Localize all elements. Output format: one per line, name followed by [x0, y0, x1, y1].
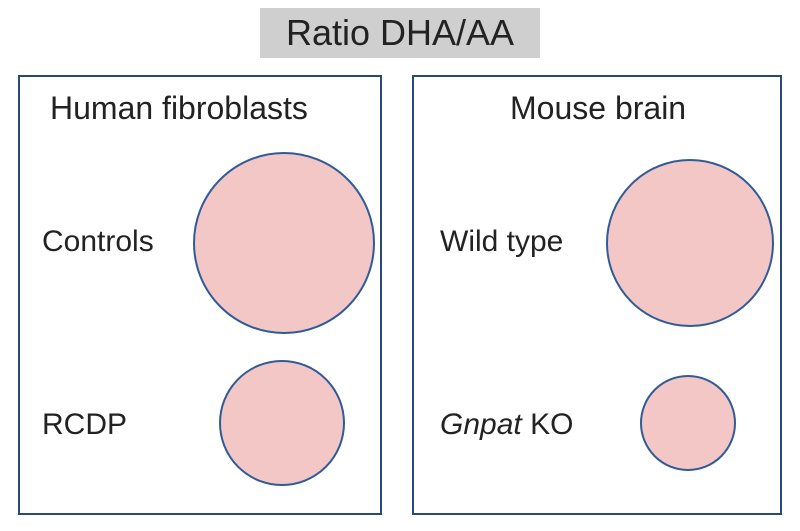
gnpat-rest: KO [522, 408, 574, 441]
diagram-canvas: { "title": { "text": "Ratio DHA/AA", "ba… [0, 0, 800, 531]
circle-gnpat-ko [640, 375, 736, 471]
circle-controls [193, 152, 375, 334]
figure-title: Ratio DHA/AA [260, 8, 540, 58]
row-label-wild-type: Wild type [440, 225, 563, 259]
gnpat-italic: Gnpat [440, 408, 522, 441]
panel-heading-left: Human fibroblasts [50, 90, 308, 127]
row-label-rcdp: RCDP [42, 408, 127, 442]
circle-rcdp [219, 360, 345, 486]
row-label-controls: Controls [42, 225, 154, 259]
row-label-gnpat-ko: Gnpat KO [440, 408, 573, 442]
panel-heading-right: Mouse brain [510, 90, 686, 127]
circle-wild-type [606, 159, 774, 327]
